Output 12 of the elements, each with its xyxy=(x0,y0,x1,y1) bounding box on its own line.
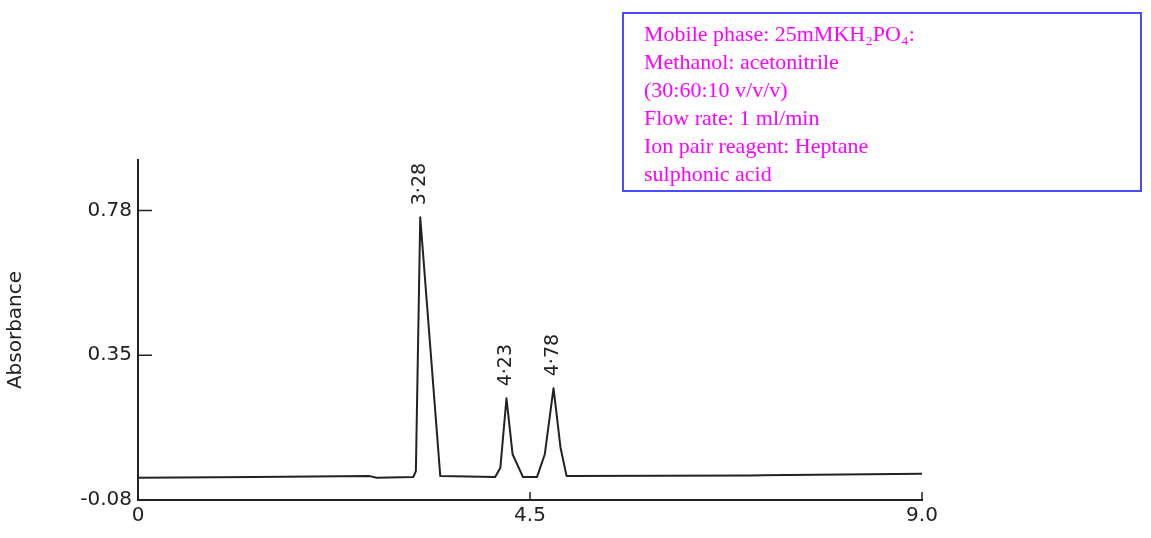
x-tick-label: 9.0 xyxy=(906,502,938,527)
x-tick-label: 4.5 xyxy=(514,502,546,527)
annotation: sulphonic acid xyxy=(644,160,773,188)
x-tick-label: 0 xyxy=(131,502,145,527)
y-axis-title: Absorbance xyxy=(2,270,27,390)
annotation: 4·23 xyxy=(493,344,516,387)
annotation: 4·78 xyxy=(540,333,563,377)
y-tick-label: 0.78 xyxy=(87,196,132,221)
annotation: 3·28 xyxy=(407,162,430,206)
y-tick-label: 0.35 xyxy=(87,341,132,366)
y-tick-label: -0.08 xyxy=(80,486,132,511)
text-box: Mobile phase: 25mMKH₂PO₄: Methanol: acetonitrile (30:60:10 v/v/v) Flow rate: 1 ml/min Ion pair reagent: Heptane sulphonic acid xyxy=(622,12,1142,192)
